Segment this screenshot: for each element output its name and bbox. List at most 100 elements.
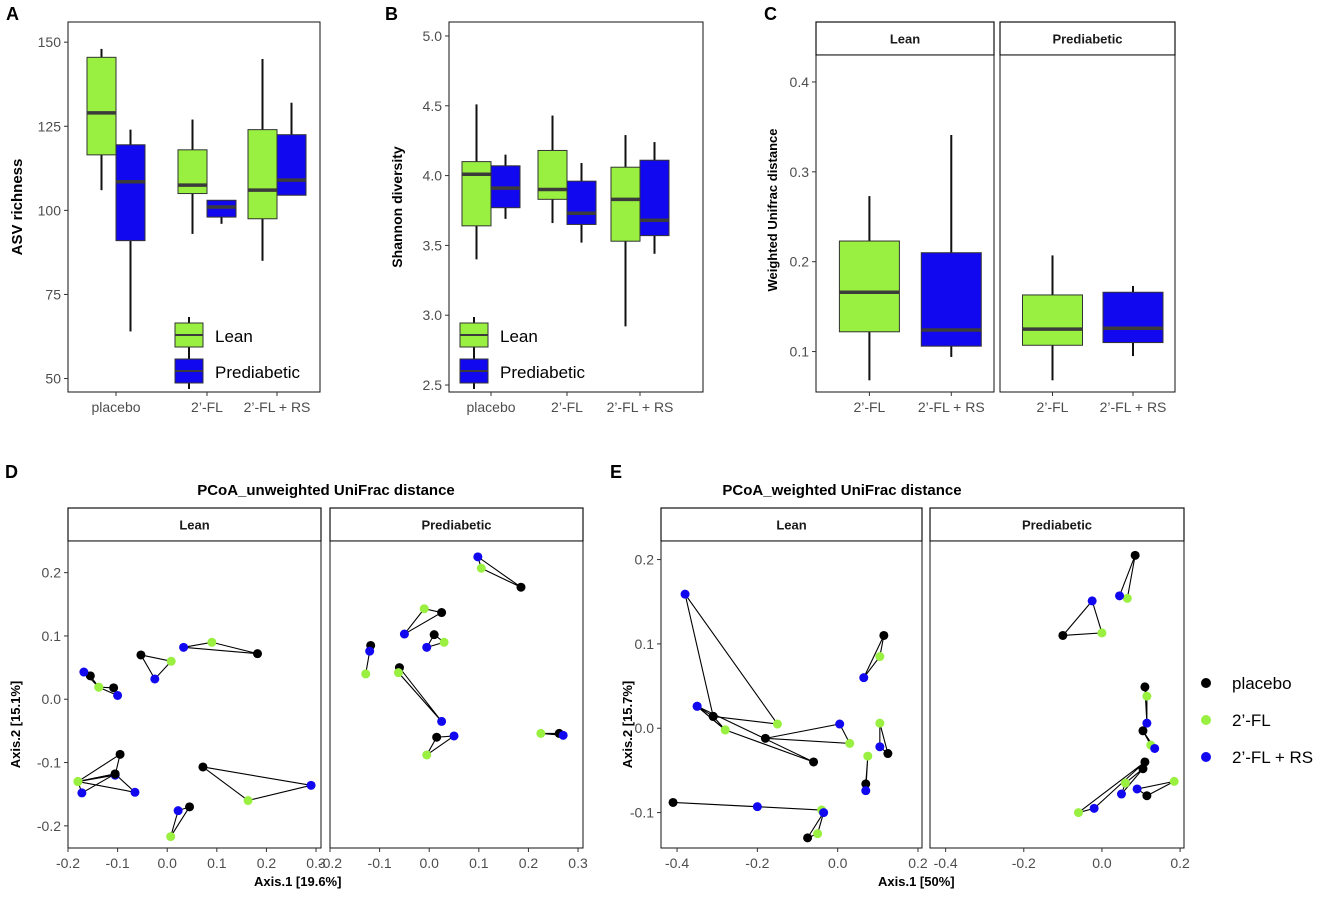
x-tick-label: -0.1: [368, 855, 392, 871]
point-2fl: [1169, 776, 1179, 786]
y-tick-label: -0.1: [37, 755, 61, 771]
point-placebo: [1140, 757, 1150, 767]
point-2fl-rs: [306, 780, 316, 790]
point-2fl: [207, 637, 217, 647]
point-placebo: [708, 711, 718, 721]
group-polygon: [1144, 686, 1148, 724]
facet-strip: [999, 21, 1176, 56]
point-2fl-rs: [1115, 591, 1125, 601]
point-2fl-rs: [692, 701, 702, 711]
point-2fl-rs: [449, 731, 459, 741]
x-tick-label: -0.2: [56, 855, 80, 871]
point-2fl-rs: [859, 673, 869, 683]
x-axis-title: Axis.1 [50%]: [878, 874, 955, 889]
point-2fl: [1120, 778, 1130, 788]
scatter-facet: [73, 637, 316, 842]
point-2fl-rs: [422, 642, 432, 652]
point-2fl: [166, 656, 176, 666]
box: [639, 159, 670, 237]
legend-label: placebo: [1232, 674, 1292, 693]
point-placebo: [437, 608, 447, 618]
y-tick-label: 0.2: [635, 552, 655, 568]
point-2fl: [1073, 808, 1083, 818]
y-tick-label: 125: [38, 118, 62, 134]
point-2fl-rs: [77, 788, 87, 798]
point-2fl: [845, 738, 855, 748]
x-tick-label: 2’-FL + RS: [918, 399, 985, 415]
group-polygon: [403, 608, 444, 635]
box: [276, 134, 307, 196]
point-2fl: [439, 637, 449, 647]
group-polygon: [806, 812, 825, 840]
box: [566, 180, 597, 225]
point-2fl-rs: [79, 667, 89, 677]
x-tick-label: 2’-FL: [551, 399, 583, 415]
legend-label: Prediabetic: [500, 363, 586, 382]
box: [920, 252, 982, 347]
y-tick-label: 0.1: [790, 344, 810, 360]
x-tick-label: 2’-FL + RS: [1100, 399, 1167, 415]
point-placebo: [1138, 726, 1148, 736]
x-tick-label: 0.2: [1170, 855, 1190, 871]
panel-letter: B: [385, 4, 398, 24]
chart-title: PCoA_unweighted UniFrac distance: [197, 482, 455, 499]
panel-letter: D: [5, 462, 18, 482]
box: [537, 149, 568, 200]
point-2fl: [875, 718, 885, 728]
point-placebo: [760, 733, 770, 743]
x-tick-label: 0.0: [157, 855, 177, 871]
x-tick-label: 0.0: [828, 855, 848, 871]
y-tick-label: 0.1: [635, 636, 655, 652]
box: [247, 129, 278, 220]
point-2fl: [536, 728, 546, 738]
y-tick-label: 5.0: [423, 28, 443, 44]
y-tick-label: 0.4: [790, 74, 810, 90]
point-2fl-rs: [173, 806, 183, 816]
group-polygon: [77, 753, 121, 783]
point-2fl: [875, 652, 885, 662]
y-tick-label: 0.0: [42, 691, 62, 707]
point-2fl-rs: [752, 802, 762, 812]
group-polygon: [1120, 768, 1144, 795]
facet-label: Lean: [890, 32, 920, 47]
group-polygon: [425, 633, 446, 649]
point-2fl-rs: [365, 646, 375, 656]
y-tick-label: 4.0: [423, 168, 443, 184]
point-placebo: [432, 732, 442, 742]
point-placebo: [516, 582, 526, 592]
x-tick-label: 0.0: [1092, 855, 1112, 871]
point-placebo: [883, 749, 893, 759]
y-tick-label: 4.5: [423, 98, 443, 114]
legend-point: [1201, 715, 1211, 725]
point-placebo: [136, 650, 146, 660]
x-tick-label: 2’-FL + RS: [607, 399, 674, 415]
point-2fl: [422, 750, 432, 760]
y-axis-title: Axis.2 [15.1%]: [8, 681, 23, 768]
point-2fl-rs: [437, 716, 447, 726]
legend-label: 2’-FL: [1232, 711, 1271, 730]
point-2fl-rs: [1132, 784, 1142, 794]
group-polygon: [202, 766, 312, 802]
x-tick-label: 0.1: [469, 855, 489, 871]
y-tick-label: 0.2: [42, 565, 62, 581]
facet-label: Prediabetic: [1022, 518, 1092, 533]
point-2fl-rs: [1087, 596, 1097, 606]
point-2fl-rs: [1116, 789, 1126, 799]
group-polygon: [1061, 599, 1103, 637]
facet-strip: [929, 507, 1185, 542]
y-tick-label: 3.0: [423, 307, 443, 323]
box: [115, 144, 146, 242]
point-placebo: [185, 802, 195, 812]
y-axis-title: Weighted Unifrac distance: [765, 128, 780, 291]
y-tick-label: 0.0: [635, 720, 655, 736]
x-tick-label: 2’-FL: [853, 399, 885, 415]
point-2fl: [393, 668, 403, 678]
point-2fl-rs: [819, 808, 829, 818]
facet-label: Lean: [776, 518, 806, 533]
x-tick-label: -0.1: [106, 855, 130, 871]
x-tick-label: 0.2: [257, 855, 277, 871]
point-placebo: [109, 683, 119, 693]
facet-frame: [67, 540, 322, 849]
point-2fl-rs: [113, 690, 123, 700]
group-polygon: [1135, 780, 1175, 797]
